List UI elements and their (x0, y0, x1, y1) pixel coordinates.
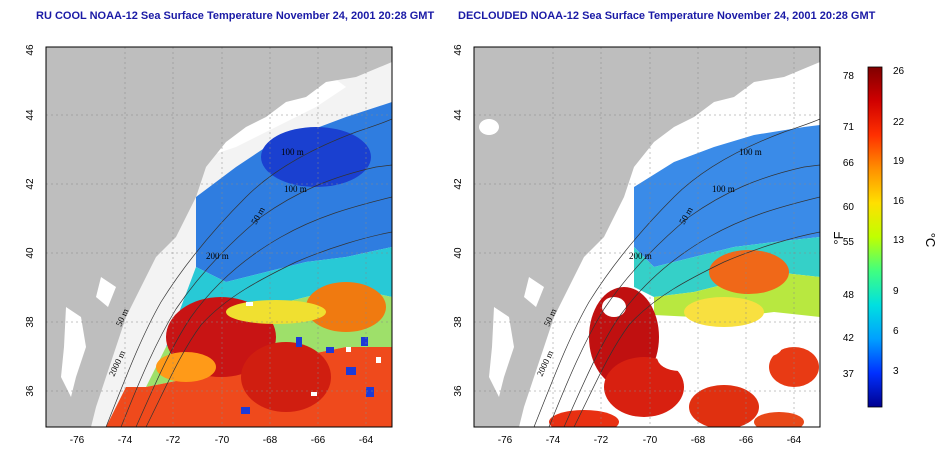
orange-patch (156, 352, 216, 382)
lon-tick-label: -74 (118, 435, 133, 446)
delaware-bay (96, 277, 116, 307)
fahrenheit-tick-label: 48 (843, 290, 855, 301)
fahrenheit-tick-label: 60 (843, 202, 855, 213)
lon-tick-label: -66 (311, 435, 326, 446)
cloud-speckles (241, 337, 374, 414)
celsius-unit-label: °C (923, 233, 938, 248)
warm-eddy-south (689, 385, 759, 427)
lat-tick-label: 40 (453, 247, 464, 259)
lon-tick-label: -64 (359, 435, 374, 446)
fahrenheit-tick-label: 37 (843, 369, 855, 380)
contour-label: 200 m (206, 251, 229, 261)
chesapeake-bay (489, 307, 514, 397)
fahrenheit-tick-label: 66 (843, 158, 855, 169)
warm-patch-east (754, 412, 804, 427)
yellow-front (226, 300, 326, 324)
lat-tick-label: 46 (25, 44, 36, 56)
lon-tick-label: -68 (263, 435, 278, 446)
celsius-scale: 26 22 19 16 13 9 6 3 (893, 66, 905, 377)
lon-tick-label: -64 (787, 435, 802, 446)
yellow-front (684, 297, 764, 327)
lat-tick-label: 36 (453, 385, 464, 397)
right-lat-axis: 36 38 40 42 44 46 (453, 44, 464, 397)
right-lon-axis: -76 -74 -72 -70 -68 -66 -64 (498, 435, 802, 446)
warm-eddy (241, 342, 331, 412)
lat-tick-label: 38 (453, 316, 464, 328)
celsius-tick-label: 16 (893, 196, 905, 207)
lon-tick-label: -70 (643, 435, 658, 446)
warm-eddy (604, 357, 684, 417)
lat-tick-label: 38 (25, 316, 36, 328)
lat-tick-label: 44 (453, 109, 464, 121)
warm-filament (306, 282, 386, 332)
celsius-tick-label: 26 (893, 66, 905, 77)
left-map-panel: 100 m 100 m 50 m 200 m 50 m 2000 m -76 -… (25, 44, 393, 446)
contour-label: 100 m (281, 147, 304, 157)
contour-label: 100 m (712, 184, 735, 194)
left-lon-axis: -76 -74 -72 -70 -68 -66 -64 (70, 435, 374, 446)
land-mass (474, 47, 820, 427)
lat-tick-label: 42 (453, 178, 464, 190)
celsius-tick-label: 9 (893, 286, 899, 297)
lon-tick-label: -76 (70, 435, 85, 446)
cold-shelf-water (261, 127, 371, 187)
right-map-title: DECLOUDED NOAA-12 Sea Surface Temperatur… (458, 10, 876, 22)
fahrenheit-tick-label: 78 (843, 71, 855, 82)
lat-tick-label: 42 (25, 178, 36, 190)
lon-tick-label: -68 (691, 435, 706, 446)
lat-tick-label: 36 (25, 385, 36, 397)
lon-tick-label: -76 (498, 435, 513, 446)
celsius-tick-label: 6 (893, 326, 899, 337)
fahrenheit-tick-label: 55 (843, 237, 855, 248)
lon-tick-label: -72 (166, 435, 181, 446)
temperature-colorbar: 78 71 66 60 55 48 42 37 26 22 19 16 13 9… (831, 66, 938, 408)
lat-tick-label: 46 (453, 44, 464, 56)
lon-tick-label: -74 (546, 435, 561, 446)
ocean-cool-region (166, 247, 392, 347)
lon-tick-label: -66 (739, 435, 754, 446)
contour-label: 200 m (629, 251, 652, 261)
fahrenheit-scale: 78 71 66 60 55 48 42 37 (843, 71, 855, 380)
ocean-cold-region (634, 125, 820, 267)
celsius-tick-label: 13 (893, 235, 905, 246)
fahrenheit-tick-label: 71 (843, 122, 855, 133)
gulf-of-maine-island (479, 119, 499, 135)
warm-filament (709, 250, 789, 294)
celsius-tick-label: 3 (893, 366, 899, 377)
lon-tick-label: -72 (594, 435, 609, 446)
contour-label: 100 m (739, 147, 762, 157)
lat-tick-label: 40 (25, 247, 36, 259)
lon-tick-label: -70 (215, 435, 230, 446)
contour-label: 100 m (284, 184, 307, 194)
chesapeake-bay (61, 307, 86, 397)
right-map-panel: 100 m 100 m 50 m 200 m 50 m 2000 m -76 -… (453, 44, 821, 446)
lat-tick-label: 44 (25, 109, 36, 121)
fahrenheit-tick-label: 42 (843, 333, 855, 344)
warm-patch (549, 410, 619, 427)
celsius-tick-label: 22 (893, 117, 905, 128)
left-map-title: RU COOL NOAA-12 Sea Surface Temperature … (36, 10, 435, 22)
celsius-tick-label: 19 (893, 156, 905, 167)
delaware-bay (524, 277, 544, 307)
land-mass (46, 47, 392, 427)
left-lat-axis: 36 38 40 42 44 46 (25, 44, 36, 397)
fahrenheit-unit-label: °F (831, 231, 846, 244)
